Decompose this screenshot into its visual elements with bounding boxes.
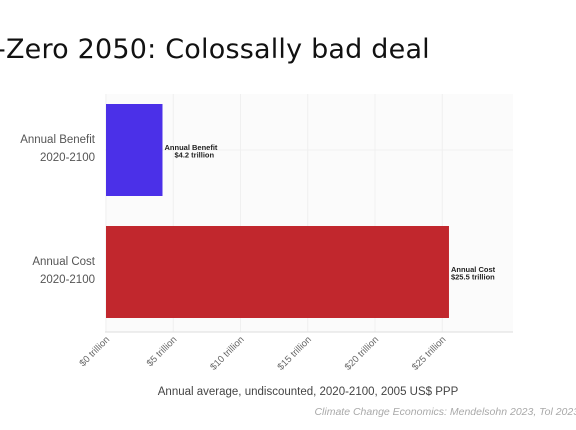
source-citation: Climate Change Economics: Mendelsohn 202… [314, 406, 576, 418]
bar-annual-benefit [106, 104, 163, 196]
category-label-line: 2020-2100 [40, 152, 95, 164]
x-tick-label: $10 trillion [208, 334, 246, 372]
x-tick-labels: $0 trillion $5 trillion $10 trillion $15 tr… [77, 334, 448, 372]
data-labels: Annual Benefit $4.2 trillion Annual Cost $2… [164, 143, 495, 282]
category-label: Annual Benefit 2020-2100 [20, 134, 96, 164]
data-label-line: Annual Cost [451, 265, 496, 274]
x-tick-label: $5 trillion [145, 334, 180, 369]
category-label-line: Annual Cost [32, 256, 95, 268]
data-label-line: Annual Benefit [164, 143, 217, 152]
category-labels: Annual Benefit 2020-2100 Annual Cost 2020-2… [20, 134, 96, 286]
category-label-line: Annual Benefit [20, 134, 96, 146]
x-axis-title: Annual average, undiscounted, 2020-2100,… [157, 386, 459, 398]
data-label-line: $25.5 trillion [451, 273, 495, 282]
bars [106, 104, 449, 318]
category-label-line: 2020-2100 [40, 274, 95, 286]
data-label: Annual Benefit $4.2 trillion [164, 143, 217, 160]
category-label: Annual Cost 2020-2100 [32, 256, 95, 286]
x-tick-label: $25 trillion [410, 334, 448, 372]
slide-title: -Zero 2050: Colossally bad deal [0, 34, 430, 65]
data-label: Annual Cost $25.5 trillion [451, 265, 496, 282]
x-tick-label: $0 trillion [77, 334, 112, 369]
bar-annual-cost [106, 226, 449, 318]
x-tick-label: $20 trillion [343, 334, 381, 372]
x-tick-label: $15 trillion [275, 334, 313, 372]
data-label-line: $4.2 trillion [174, 151, 214, 160]
